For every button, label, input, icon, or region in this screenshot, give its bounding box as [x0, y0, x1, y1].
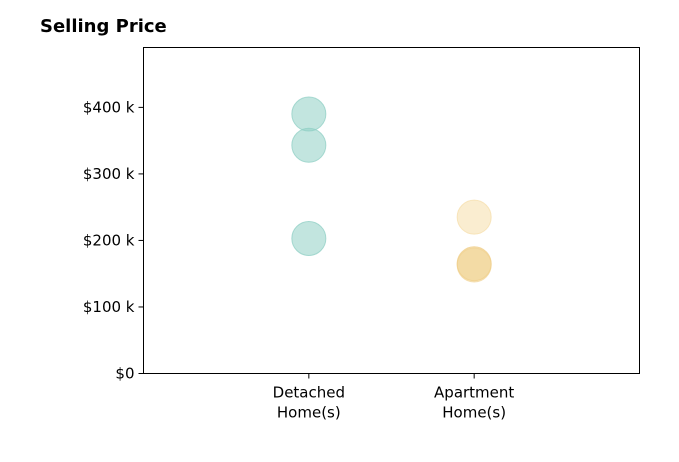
x-tick-label: Apartment [434, 384, 514, 402]
x-tick-label: Home(s) [277, 404, 341, 422]
y-axis: $0 $100 k $200 k $300 k $400 k [83, 98, 144, 383]
y-tick-label: $400 k [83, 98, 135, 116]
data-point [456, 199, 492, 235]
chart-title: Selling Price [40, 16, 167, 37]
y-tick-label: $100 k [83, 298, 135, 316]
y-tick-label: $300 k [83, 165, 135, 183]
data-point [291, 220, 327, 256]
y-tick-label: $0 [115, 365, 134, 383]
x-axis: Detached Home(s) Apartment Home(s) [273, 373, 514, 422]
x-tick-label: Home(s) [442, 404, 506, 422]
data-point [291, 96, 327, 132]
plot-frame [143, 47, 640, 374]
y-tick-label: $200 k [83, 231, 135, 249]
points-layer [291, 96, 492, 283]
x-tick-label: Detached [273, 384, 345, 402]
data-point [291, 127, 327, 163]
data-point [456, 247, 492, 283]
